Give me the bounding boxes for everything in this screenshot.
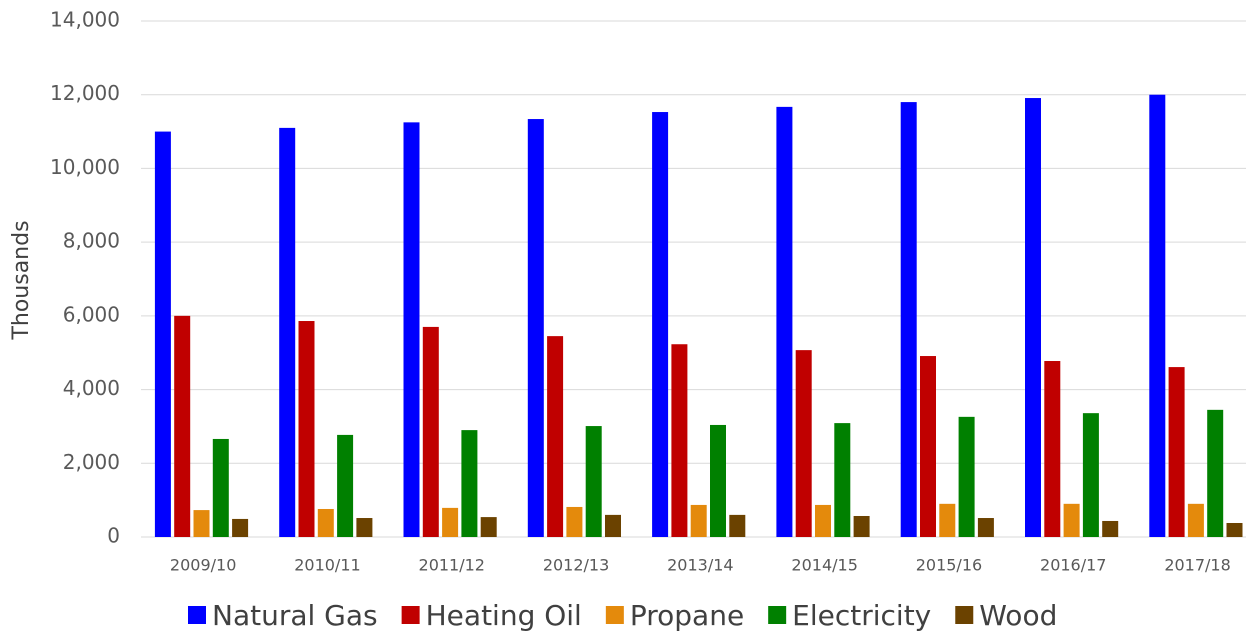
x-tick-label: 2009/10	[170, 556, 236, 575]
bar	[547, 336, 564, 537]
bar	[585, 426, 602, 537]
bar	[317, 508, 334, 537]
bar	[232, 518, 249, 537]
bar	[900, 102, 917, 537]
x-tick-label: 2013/14	[667, 556, 733, 575]
x-tick-label: 2017/18	[1164, 556, 1230, 575]
bar	[939, 503, 956, 537]
bar	[422, 326, 439, 537]
x-tick-label: 2014/15	[791, 556, 857, 575]
bar	[605, 514, 621, 537]
bar	[566, 506, 583, 537]
bar	[1226, 522, 1243, 537]
bar	[1187, 503, 1204, 537]
bar	[977, 518, 994, 537]
bar	[212, 438, 229, 537]
bar	[815, 504, 831, 537]
bar	[710, 424, 726, 537]
bar	[652, 112, 669, 537]
bar	[1025, 98, 1041, 537]
x-tick-label: 2010/11	[294, 556, 360, 575]
bar	[795, 350, 812, 537]
bar	[154, 131, 171, 538]
bar	[1044, 361, 1061, 537]
legend-label: Heating Oil	[426, 599, 582, 632]
legend-swatch	[768, 606, 787, 624]
legend-swatch	[605, 606, 624, 624]
y-tick-label: 4,000	[63, 376, 120, 400]
bar	[1207, 409, 1224, 537]
y-tick-label: 12,000	[50, 81, 120, 105]
y-tick-label: 6,000	[63, 302, 120, 326]
y-tick-label: 14,000	[50, 8, 120, 32]
bar	[480, 517, 497, 537]
y-tick-label: 2,000	[63, 450, 120, 474]
legend-swatch	[188, 606, 206, 624]
bar	[671, 344, 688, 537]
bar	[834, 423, 851, 537]
x-tick-label: 2012/13	[543, 556, 609, 575]
x-tick-label: 2016/17	[1040, 556, 1106, 575]
legend-swatch	[401, 606, 420, 624]
bar	[1082, 413, 1099, 537]
bar	[853, 515, 870, 537]
x-tick-label: 2011/12	[419, 556, 485, 575]
legend-label: Electricity	[792, 599, 931, 632]
y-tick-label: 10,000	[50, 155, 120, 179]
bar	[920, 356, 936, 537]
bar	[776, 106, 793, 538]
x-tick-label: 2015/16	[916, 556, 982, 575]
bar	[1063, 503, 1080, 537]
bar	[193, 510, 210, 537]
bar	[1168, 367, 1185, 537]
y-tick-label: 8,000	[63, 229, 120, 253]
y-axis-label: Thousands	[9, 220, 34, 340]
legend-label: Wood	[979, 599, 1057, 632]
bar	[442, 507, 459, 537]
bar	[527, 119, 544, 537]
legend-label: Natural Gas	[212, 599, 378, 632]
bar	[356, 518, 373, 537]
bar	[1102, 520, 1119, 537]
y-tick-label: 0	[107, 524, 120, 548]
bar	[461, 430, 478, 537]
bar	[298, 321, 315, 537]
bar	[729, 514, 746, 537]
bar	[403, 122, 420, 537]
bar	[958, 416, 975, 537]
bar	[690, 504, 707, 537]
legend-label: Propane	[630, 599, 744, 632]
bar	[1149, 94, 1166, 537]
legend-swatch	[955, 606, 974, 624]
bar	[279, 127, 296, 537]
bar	[174, 315, 191, 537]
bar	[337, 434, 354, 537]
